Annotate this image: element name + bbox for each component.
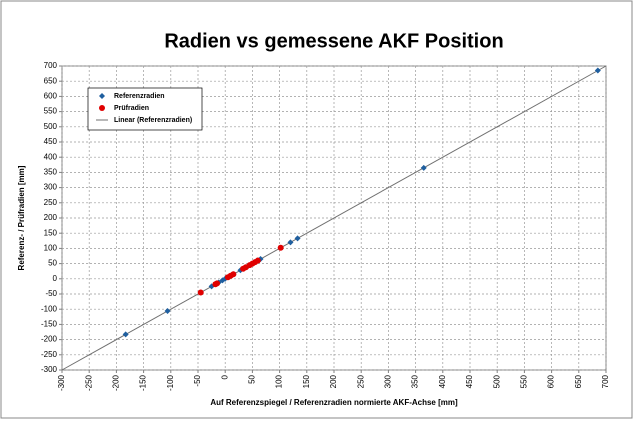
y-tick-label: 600 xyxy=(44,92,58,101)
y-tick-label: -100 xyxy=(41,304,58,313)
y-tick-label: 400 xyxy=(44,152,58,161)
y-tick-label: 500 xyxy=(44,122,58,131)
y-tick-label: -150 xyxy=(41,320,58,329)
y-tick-label: 550 xyxy=(44,107,58,116)
y-tick-label: 700 xyxy=(44,61,58,70)
x-tick-label: 0 xyxy=(220,374,229,379)
point xyxy=(254,257,261,264)
point xyxy=(122,331,129,338)
x-tick-label: 650 xyxy=(574,374,583,388)
point xyxy=(287,239,294,246)
legend-swatch xyxy=(99,105,105,111)
x-tick-label: -100 xyxy=(166,374,175,391)
x-tick-label: 450 xyxy=(465,374,474,388)
point xyxy=(277,244,284,251)
y-tick-label: -250 xyxy=(41,350,58,359)
point xyxy=(594,67,601,74)
x-tick-label: 600 xyxy=(547,374,556,388)
y-tick-label: -200 xyxy=(41,335,58,344)
y-tick-label: 0 xyxy=(53,274,58,283)
point xyxy=(214,280,221,287)
x-tick-label: 400 xyxy=(438,374,447,388)
x-tick-label: -50 xyxy=(193,374,202,386)
y-axis-label: Referenz- / Prüfradien [mm] xyxy=(17,165,26,270)
y-tick-label: 150 xyxy=(44,228,58,237)
x-tick-label: 350 xyxy=(411,374,420,388)
point xyxy=(230,271,237,278)
x-tick-label: 500 xyxy=(492,374,501,388)
x-tick-label: 150 xyxy=(302,374,311,388)
legend-label: Linear (Referenzradien) xyxy=(114,117,192,124)
legend-swatch xyxy=(99,93,105,99)
x-tick-label: -300 xyxy=(57,374,66,391)
x-axis-label: Auf Referenzspiegel / Referenzradien nor… xyxy=(210,398,458,407)
point xyxy=(164,308,171,315)
legend-box xyxy=(87,87,203,131)
x-tick-label: 50 xyxy=(248,374,257,383)
x-tick-label: -200 xyxy=(112,374,121,391)
y-tick-label: 350 xyxy=(44,168,58,177)
trend-line xyxy=(61,65,607,371)
legend-label: Prüfradien xyxy=(114,105,149,112)
y-tick-label: 100 xyxy=(44,244,58,253)
legend-label: Referenzradien xyxy=(114,93,165,100)
x-tick-label: 700 xyxy=(601,374,610,388)
y-tick-label: 50 xyxy=(48,259,57,268)
x-tick-label: 200 xyxy=(329,374,338,388)
x-tick-label: 250 xyxy=(356,374,365,388)
y-tick-label: 450 xyxy=(44,137,58,146)
x-tick-label: 550 xyxy=(520,374,529,388)
x-tick-label: -150 xyxy=(139,374,148,391)
y-tick-label: -300 xyxy=(41,365,58,374)
x-tick-label: -250 xyxy=(84,374,93,391)
point xyxy=(197,289,204,296)
point xyxy=(294,235,301,242)
x-tick-label: 300 xyxy=(384,374,393,388)
y-tick-label: -50 xyxy=(45,289,57,298)
chart-title: Radien vs gemessene AKF Position xyxy=(164,30,503,52)
y-tick-label: 650 xyxy=(44,76,58,85)
y-tick-label: 300 xyxy=(44,183,58,192)
y-tick-label: 250 xyxy=(44,198,58,207)
y-tick-label: 200 xyxy=(44,213,58,222)
x-tick-label: 100 xyxy=(275,374,284,388)
point xyxy=(420,164,427,171)
